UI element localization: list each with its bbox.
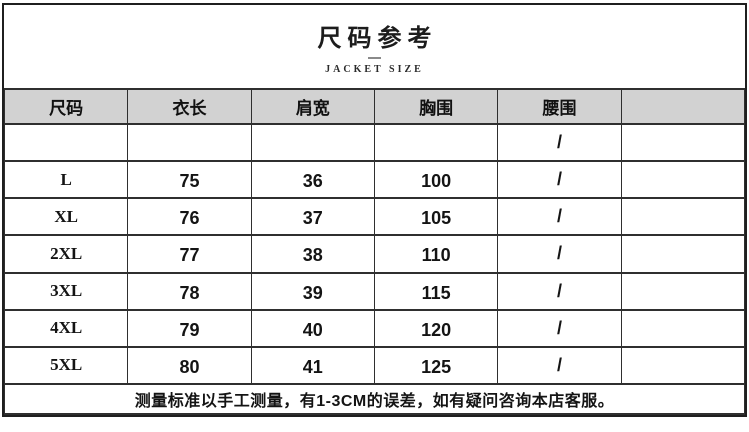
waist-cell: / xyxy=(497,160,622,200)
col-header-size: 尺码 xyxy=(3,88,129,125)
table-row: L 75 36 100 / xyxy=(3,160,746,200)
page-title: 尺码参考 xyxy=(317,26,438,52)
size-cell: L xyxy=(3,160,129,200)
chest-cell: 115 xyxy=(373,271,499,311)
size-cell: XL xyxy=(3,197,129,237)
extra-cell xyxy=(620,308,746,348)
shoulder-cell xyxy=(250,122,375,163)
shoulder-cell: 39 xyxy=(250,271,375,311)
title-divider xyxy=(368,57,381,59)
header-row: 尺码 衣长 肩宽 胸围 腰围 xyxy=(3,88,746,125)
col-header-chest: 胸围 xyxy=(373,88,499,125)
table-row: 5XL 80 41 125 / xyxy=(3,345,746,385)
measurement-note: 测量标准以手工测量，有1-3CM的误差，如有疑问咨询本店客服。 xyxy=(4,382,745,416)
size-cell: 4XL xyxy=(3,308,129,348)
length-cell: 80 xyxy=(127,345,252,385)
chest-cell: 105 xyxy=(373,197,499,237)
length-cell xyxy=(127,122,252,163)
shoulder-cell: 37 xyxy=(250,197,375,237)
page-subtitle: JACKET SIZE xyxy=(325,64,424,75)
col-header-extra xyxy=(620,88,746,125)
waist-cell: / xyxy=(497,271,622,311)
extra-cell xyxy=(620,345,746,385)
waist-cell: / xyxy=(497,308,622,348)
length-cell: 78 xyxy=(127,271,252,311)
col-header-shoulder: 肩宽 xyxy=(250,88,375,125)
waist-cell: / xyxy=(497,122,622,163)
shoulder-cell: 36 xyxy=(250,160,375,200)
table-row: 3XL 78 39 115 / xyxy=(3,271,746,311)
shoulder-cell: 41 xyxy=(250,345,375,385)
length-cell: 76 xyxy=(127,197,252,237)
table-row: 4XL 79 40 120 / xyxy=(3,308,746,348)
length-cell: 79 xyxy=(127,308,252,348)
waist-cell: / xyxy=(497,197,622,237)
shoulder-cell: 38 xyxy=(250,234,375,274)
extra-cell xyxy=(620,197,746,237)
shoulder-cell: 40 xyxy=(250,308,375,348)
extra-cell xyxy=(620,234,746,274)
extra-cell xyxy=(620,271,746,311)
size-cell xyxy=(3,122,129,163)
table-row: XL 76 37 105 / xyxy=(3,197,746,237)
measurement-note-row: 测量标准以手工测量，有1-3CM的误差，如有疑问咨询本店客服。 xyxy=(4,382,745,416)
extra-cell xyxy=(620,160,746,200)
chest-cell: 110 xyxy=(373,234,499,274)
table-row: 2XL 77 38 110 / xyxy=(3,234,746,274)
length-cell: 77 xyxy=(127,234,252,274)
col-header-waist: 腰围 xyxy=(497,88,622,125)
col-header-length: 衣长 xyxy=(127,88,252,125)
chest-cell xyxy=(373,122,499,163)
chest-cell: 120 xyxy=(373,308,499,348)
size-chart-sheet: 尺码参考 JACKET SIZE 尺码 衣长 肩宽 胸围 腰围 / xyxy=(2,3,747,417)
extra-cell xyxy=(620,122,746,163)
size-table: 尺码 衣长 肩宽 胸围 腰围 / L 75 36 100 xyxy=(3,88,746,416)
table-row: / xyxy=(3,122,746,163)
size-cell: 2XL xyxy=(3,234,129,274)
chest-cell: 125 xyxy=(373,345,499,385)
title-block: 尺码参考 JACKET SIZE xyxy=(4,5,745,88)
waist-cell: / xyxy=(497,234,622,274)
chest-cell: 100 xyxy=(373,160,499,200)
length-cell: 75 xyxy=(127,160,252,200)
size-cell: 5XL xyxy=(3,345,129,385)
size-cell: 3XL xyxy=(3,271,129,311)
waist-cell: / xyxy=(497,345,622,385)
